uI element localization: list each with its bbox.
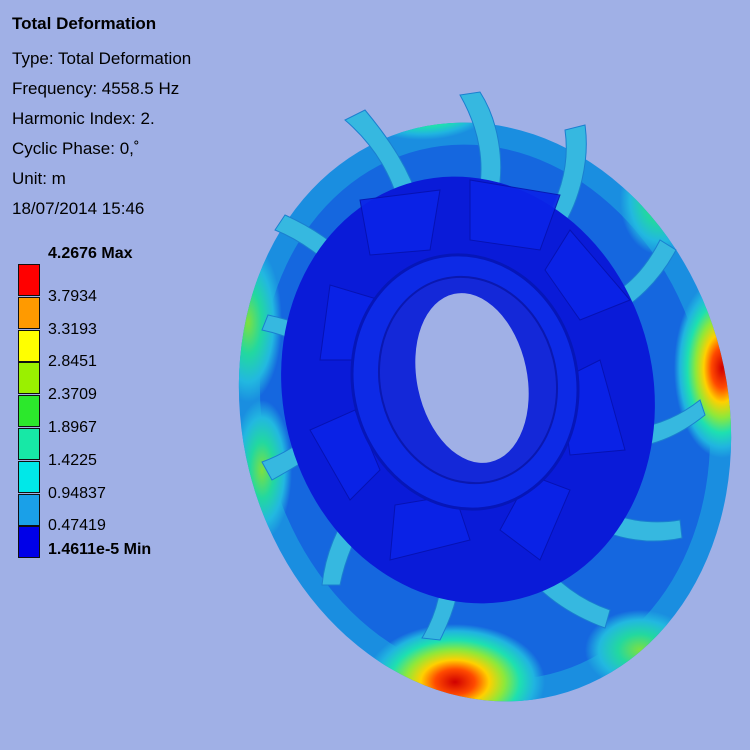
legend-band — [18, 526, 40, 559]
legend-band — [18, 493, 40, 526]
legend-tick-label: 0.94837 — [48, 484, 106, 502]
legend-tick-label: 2.8451 — [48, 353, 97, 371]
result-cyclic-phase: Cyclic Phase: 0,˚ — [12, 139, 140, 158]
legend-band — [18, 296, 40, 329]
result-frequency: Frequency: 4558.5 Hz — [12, 79, 180, 98]
legend-tick-label: 3.7934 — [48, 287, 97, 305]
bore-hole — [415, 293, 529, 463]
legend-tick-label: 3.3193 — [48, 320, 97, 338]
hotspot-bottom — [365, 624, 545, 740]
legend-band — [18, 264, 40, 296]
legend-band — [18, 428, 40, 460]
result-title: Total Deformation — [12, 14, 157, 33]
legend-band — [18, 362, 40, 395]
legend-tick-label: 1.8967 — [48, 419, 97, 436]
legend-band — [18, 460, 40, 493]
legend-tick-label: 2.3709 — [48, 386, 97, 404]
legend-band — [18, 329, 40, 362]
legend-min-label: 1.4611e-5 Min — [48, 541, 152, 558]
result-type: Type: Total Deformation — [12, 49, 192, 68]
result-unit: Unit: m — [12, 169, 66, 188]
result-info-panel: Total Deformation Type: Total Deformatio… — [12, 14, 191, 224]
impeller-disk — [214, 69, 750, 740]
legend-band — [18, 395, 40, 428]
legend-tick-label: 1.4225 — [48, 451, 97, 469]
legend-tick-label: 0.47419 — [48, 517, 106, 535]
result-date: 18/07/2014 15:46 — [12, 199, 145, 218]
result-harmonic-index: Harmonic Index: 2. — [12, 109, 155, 128]
legend-max-label: 4.2676 Max — [48, 245, 133, 262]
